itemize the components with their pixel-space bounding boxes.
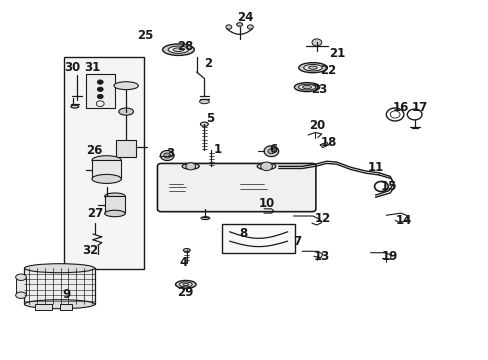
Ellipse shape: [173, 48, 183, 51]
Bar: [60, 304, 72, 310]
Ellipse shape: [302, 86, 311, 89]
Circle shape: [260, 162, 272, 171]
Text: 19: 19: [381, 250, 398, 263]
Bar: [104, 196, 125, 213]
Ellipse shape: [303, 64, 322, 71]
Ellipse shape: [179, 282, 192, 287]
Ellipse shape: [308, 66, 317, 69]
Ellipse shape: [71, 105, 79, 108]
Text: 18: 18: [320, 136, 336, 149]
Bar: [63, 57, 144, 269]
Text: 14: 14: [394, 214, 411, 227]
Text: 32: 32: [82, 244, 99, 257]
Circle shape: [160, 150, 174, 161]
Ellipse shape: [201, 217, 209, 220]
Ellipse shape: [162, 44, 194, 55]
Text: 17: 17: [410, 101, 427, 114]
Circle shape: [267, 149, 274, 154]
Ellipse shape: [298, 84, 315, 90]
Ellipse shape: [298, 63, 326, 73]
Ellipse shape: [247, 25, 253, 29]
Text: 8: 8: [239, 227, 247, 240]
Ellipse shape: [119, 108, 133, 115]
Bar: [116, 140, 136, 157]
Bar: [92, 160, 121, 179]
Text: 27: 27: [87, 207, 103, 220]
Circle shape: [311, 39, 321, 46]
Text: 23: 23: [310, 83, 326, 96]
Text: 25: 25: [137, 29, 154, 42]
Ellipse shape: [24, 300, 95, 309]
Bar: [35, 304, 52, 310]
Circle shape: [185, 163, 195, 170]
Bar: [222, 224, 294, 253]
Circle shape: [163, 153, 170, 158]
Text: 29: 29: [176, 286, 193, 299]
Ellipse shape: [183, 283, 188, 286]
Bar: [85, 74, 115, 108]
Ellipse shape: [175, 280, 196, 288]
Text: 13: 13: [313, 250, 329, 263]
Circle shape: [97, 80, 103, 84]
Text: 28: 28: [176, 40, 193, 53]
Text: 4: 4: [179, 256, 187, 269]
Text: 26: 26: [85, 144, 102, 157]
Circle shape: [264, 146, 278, 157]
Text: 3: 3: [166, 147, 174, 159]
Ellipse shape: [225, 25, 231, 29]
Text: 2: 2: [203, 57, 211, 69]
Text: 15: 15: [380, 180, 396, 193]
Circle shape: [97, 87, 103, 91]
Ellipse shape: [182, 163, 199, 169]
FancyBboxPatch shape: [157, 163, 315, 212]
Ellipse shape: [200, 122, 208, 126]
Circle shape: [97, 94, 103, 99]
Text: 7: 7: [293, 235, 301, 248]
Text: 21: 21: [328, 47, 345, 60]
Ellipse shape: [104, 193, 125, 199]
Text: 12: 12: [314, 212, 330, 225]
Text: 24: 24: [237, 11, 253, 24]
Ellipse shape: [16, 292, 26, 298]
Bar: [16, 277, 26, 295]
Text: 22: 22: [320, 64, 336, 77]
Ellipse shape: [294, 83, 319, 92]
Text: 30: 30: [64, 61, 81, 74]
Ellipse shape: [199, 99, 209, 104]
Ellipse shape: [257, 163, 275, 170]
Ellipse shape: [114, 82, 138, 90]
Text: 31: 31: [83, 61, 100, 74]
Text: 5: 5: [206, 112, 214, 125]
Ellipse shape: [16, 274, 26, 280]
Ellipse shape: [92, 175, 121, 184]
Ellipse shape: [92, 156, 121, 165]
Text: 9: 9: [62, 288, 70, 301]
Ellipse shape: [168, 46, 188, 53]
Text: 10: 10: [258, 197, 274, 210]
Bar: [24, 268, 95, 304]
Ellipse shape: [183, 248, 190, 252]
Text: 6: 6: [269, 143, 277, 156]
Text: 20: 20: [308, 119, 325, 132]
Ellipse shape: [24, 264, 95, 273]
Text: 11: 11: [366, 161, 383, 174]
Text: 1: 1: [213, 143, 221, 156]
Text: 16: 16: [392, 101, 408, 114]
Ellipse shape: [104, 210, 125, 217]
Ellipse shape: [236, 23, 242, 26]
